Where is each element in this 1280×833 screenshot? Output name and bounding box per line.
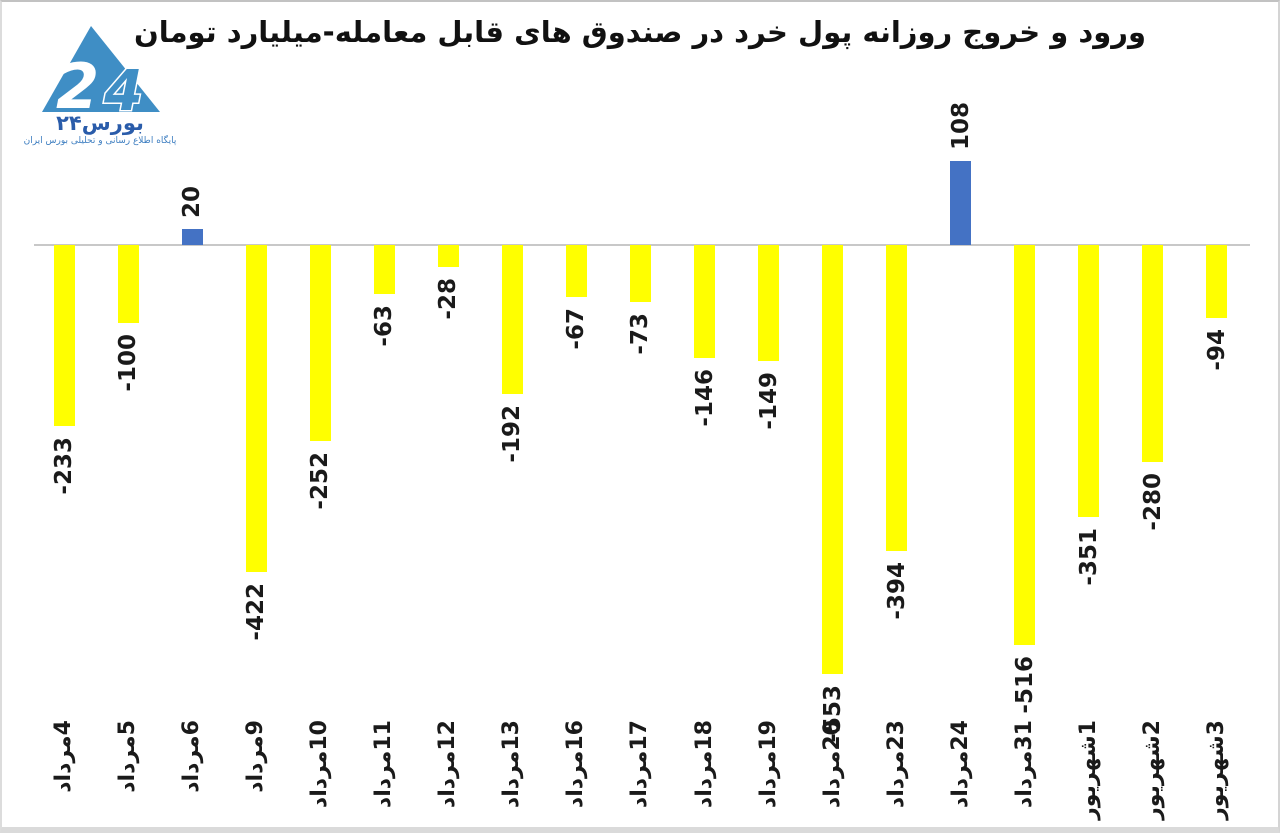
bar-value-label: -63: [371, 305, 398, 347]
bar-value-label: -233: [51, 437, 77, 495]
bar-value-label: 20: [179, 185, 206, 218]
bar: [53, 245, 75, 426]
x-tick-label: 20مرداد: [819, 720, 845, 809]
x-tick-label: 12مرداد: [435, 720, 461, 809]
bar: [758, 245, 780, 361]
bar-value-label: -94: [1203, 329, 1230, 371]
x-tick-label: 11مرداد: [371, 720, 397, 809]
bar: [181, 229, 203, 245]
bar: [309, 245, 331, 441]
x-tick-label: 16مرداد: [563, 720, 589, 809]
bar-value-label: -394: [883, 562, 910, 620]
bar: [694, 245, 715, 358]
bar: [629, 245, 651, 302]
logo-digit-2: 2: [56, 50, 99, 116]
logo-wordmark: بورس۲۴: [56, 111, 144, 135]
x-tick-label: 19مرداد: [755, 720, 781, 809]
bar-value-label: -100: [115, 334, 142, 392]
x-tick-label: 6مرداد: [179, 720, 205, 793]
bar: [1142, 245, 1164, 462]
bar: [437, 245, 459, 267]
x-tick-label: 4مرداد: [51, 720, 76, 793]
x-tick-label: 1شهریور: [1075, 720, 1101, 820]
bar: [1014, 245, 1036, 645]
bar-value-label: -516: [1011, 656, 1038, 714]
bar: [117, 245, 139, 323]
x-tick-label: 5مرداد: [115, 720, 141, 793]
bar-value-label: -252: [307, 452, 334, 510]
bar-value-label: -149: [755, 372, 782, 430]
x-tick-label: 18مرداد: [691, 720, 717, 809]
bar-value-label: -351: [1075, 528, 1102, 586]
logo-digit-4: 4: [103, 59, 143, 116]
bar-value-label: -422: [243, 583, 270, 641]
bar: [373, 245, 395, 294]
bar-value-label: -146: [691, 369, 718, 427]
bourse24-logo: 2 4 بورس۲۴ پایگاه اطلاع رسانی و تحلیلی ب…: [16, 20, 184, 146]
x-tick-label: 10مرداد: [307, 720, 333, 809]
x-tick-label: 3شهریور: [1203, 720, 1229, 820]
x-tick-label: 23مرداد: [883, 720, 909, 809]
bar: [886, 245, 908, 551]
x-tick-label: 31مرداد: [1011, 720, 1037, 809]
bar-value-label: -73: [627, 313, 654, 355]
bar-value-label: 108: [947, 101, 974, 150]
bar: [822, 245, 844, 674]
chart-title: ورود و خروج روزانه پول خرد در صندوق های …: [133, 15, 1147, 49]
bar-value-label: -67: [563, 308, 590, 350]
bar: [245, 245, 267, 572]
x-tick-label: 9مرداد: [243, 720, 269, 793]
bar: [1206, 245, 1228, 318]
bar: [501, 245, 523, 394]
x-tick-label: 24مرداد: [947, 720, 973, 809]
bar: [950, 161, 972, 245]
bar: [565, 245, 587, 297]
logo-tagline: پایگاه اطلاع رسانی و تحلیلی بورس ایران: [23, 136, 177, 146]
bar-value-label: -192: [499, 405, 526, 463]
x-tick-label: 2شهریور: [1139, 720, 1165, 820]
x-tick-label: 17مرداد: [627, 720, 653, 809]
bar: [1078, 245, 1100, 517]
bar-value-label: -28: [435, 278, 462, 320]
bar-value-label: -280: [1139, 473, 1166, 531]
x-tick-label: 13مرداد: [499, 720, 525, 809]
bourse24-triangle-icon: 2 4: [42, 26, 160, 116]
